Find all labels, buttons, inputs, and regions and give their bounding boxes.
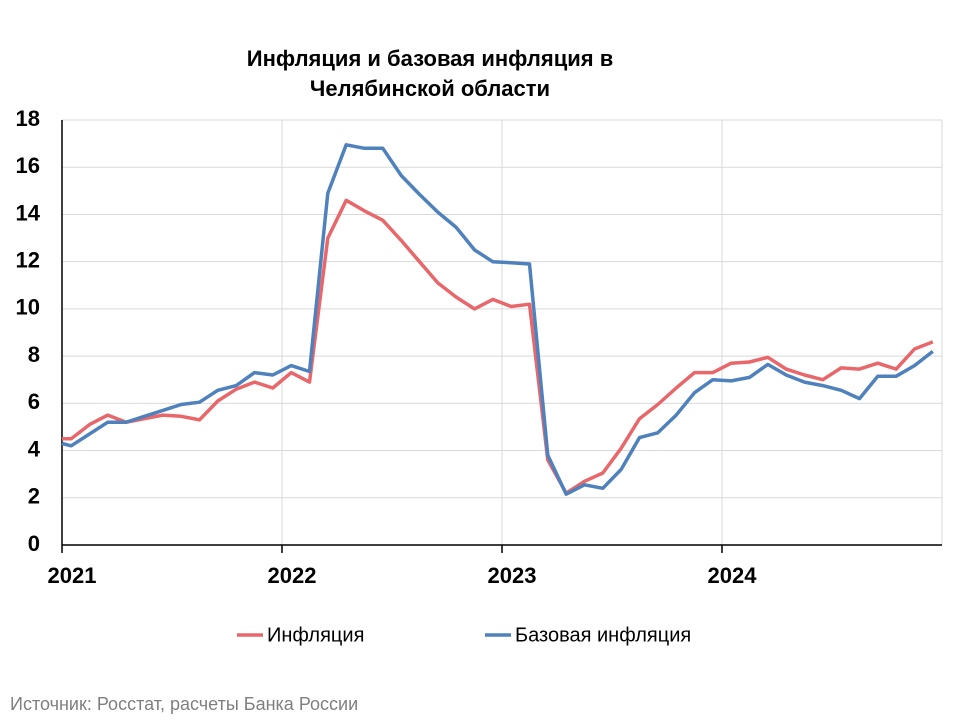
line-series [62, 198, 934, 495]
y-tick-label: 0 [28, 531, 40, 556]
chart-title: Челябинской области [310, 76, 550, 101]
y-tick-label: 10 [16, 295, 40, 320]
y-tick-label: 12 [16, 247, 40, 272]
x-tick-label: 2021 [48, 563, 97, 588]
y-tick-label: 14 [16, 200, 41, 225]
y-tick-label: 18 [16, 106, 40, 131]
y-tick-label: 4 [28, 436, 41, 461]
y-tick-label: 6 [28, 389, 40, 414]
chart-title: Инфляция и базовая инфляция в [247, 46, 613, 71]
line-series [61, 143, 934, 496]
y-tick-label: 8 [28, 342, 40, 367]
y-tick-label: 2 [28, 484, 40, 509]
legend-label: Инфляция [267, 624, 364, 646]
legend-label: Базовая инфляция [515, 624, 691, 646]
x-tick-label: 2022 [268, 563, 317, 588]
x-tick-label: 2023 [488, 563, 537, 588]
x-tick-label: 2024 [708, 563, 758, 588]
y-tick-label: 16 [16, 153, 40, 178]
source-note: Источник: Росстат, расчеты Банка России [10, 694, 358, 714]
